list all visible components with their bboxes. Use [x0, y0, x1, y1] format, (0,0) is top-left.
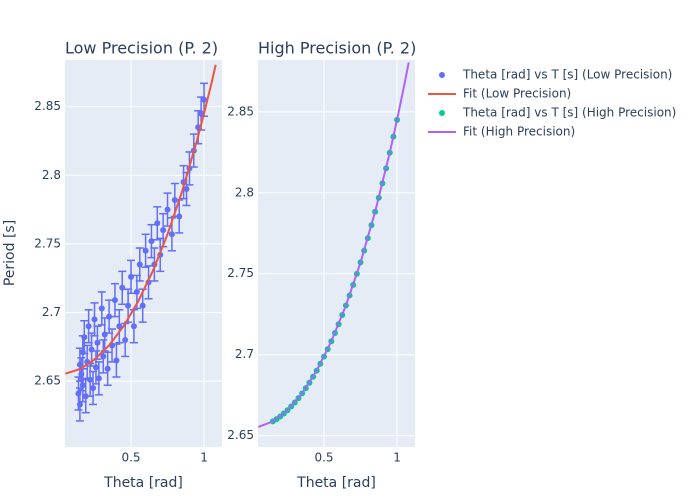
x-axis-title: Theta [rad]: [103, 475, 183, 491]
data-point: [139, 302, 146, 309]
legend-label: Theta [rad] vs T [s] (Low Precision): [462, 68, 672, 82]
data-point: [119, 284, 126, 291]
legend-item: Fit (High Precision): [428, 125, 575, 139]
x-tick-label: 0.5: [121, 451, 140, 465]
data-point: [154, 220, 161, 227]
x-tick-label: 1: [393, 451, 401, 465]
x-axis-title: Theta [rad]: [296, 475, 376, 491]
y-tick-label: 2.65: [227, 428, 254, 442]
y-axis-title: Period [s]: [2, 220, 18, 286]
data-point: [100, 353, 107, 360]
data-point: [125, 302, 132, 309]
y-tick-label: 2.65: [34, 374, 61, 388]
data-point: [133, 288, 140, 295]
data-point: [106, 313, 113, 320]
data-point: [104, 365, 111, 372]
y-tick-label: 2.8: [42, 168, 61, 182]
data-point: [160, 227, 167, 234]
y-tick-label: 2.7: [235, 347, 254, 361]
data-point: [111, 297, 118, 304]
data-point: [128, 273, 135, 280]
fit-line: [258, 62, 410, 428]
data-point: [122, 336, 129, 343]
legend-label: Fit (High Precision): [463, 125, 575, 139]
plot-content: [65, 64, 217, 422]
data-point: [116, 323, 123, 330]
x-tick-label: 0.5: [314, 451, 333, 465]
y-tick-label: 2.8: [235, 185, 254, 199]
data-point: [90, 384, 97, 391]
y-tick-label: 2.85: [34, 99, 61, 113]
x-tick-label: 1: [200, 451, 208, 465]
plot-content: [258, 62, 410, 428]
plot-area: [258, 60, 415, 447]
subplot-title: High Precision (P. 2): [258, 39, 416, 58]
data-point: [171, 196, 178, 203]
data-point: [168, 231, 175, 238]
data-point: [87, 376, 94, 383]
data-point: [79, 382, 86, 389]
legend-label: Fit (Low Precision): [463, 87, 571, 101]
data-point: [142, 247, 149, 254]
subplot-title: Low Precision (P. 2): [65, 39, 218, 58]
y-tick-label: 2.85: [227, 104, 254, 118]
y-tick-label: 2.75: [34, 236, 61, 250]
y-tick-label: 2.75: [227, 266, 254, 280]
data-point: [76, 401, 83, 408]
legend-item: Theta [rad] vs T [s] (Low Precision): [439, 68, 672, 82]
data-point: [130, 323, 137, 330]
legend-item: Fit (Low Precision): [428, 87, 571, 101]
data-point: [94, 339, 101, 346]
legend-item: Theta [rad] vs T [s] (High Precision): [439, 106, 676, 120]
y-tick-label: 2.7: [42, 305, 61, 319]
legend-marker: [439, 110, 445, 116]
fit-line: [65, 64, 217, 375]
data-point: [113, 357, 120, 364]
data-point: [164, 206, 171, 213]
data-point: [82, 393, 89, 400]
legend-label: Theta [rad] vs T [s] (High Precision): [462, 106, 676, 120]
data-point: [183, 186, 190, 192]
data-point: [92, 364, 99, 371]
data-point: [81, 334, 88, 341]
data-point: [148, 238, 155, 245]
data-point: [98, 305, 105, 312]
data-point: [176, 213, 183, 220]
legend-marker: [439, 72, 445, 78]
data-point: [136, 261, 143, 268]
data-point: [201, 96, 208, 103]
data-point: [85, 323, 92, 330]
data-point: [91, 316, 98, 323]
data-point: [95, 375, 102, 382]
